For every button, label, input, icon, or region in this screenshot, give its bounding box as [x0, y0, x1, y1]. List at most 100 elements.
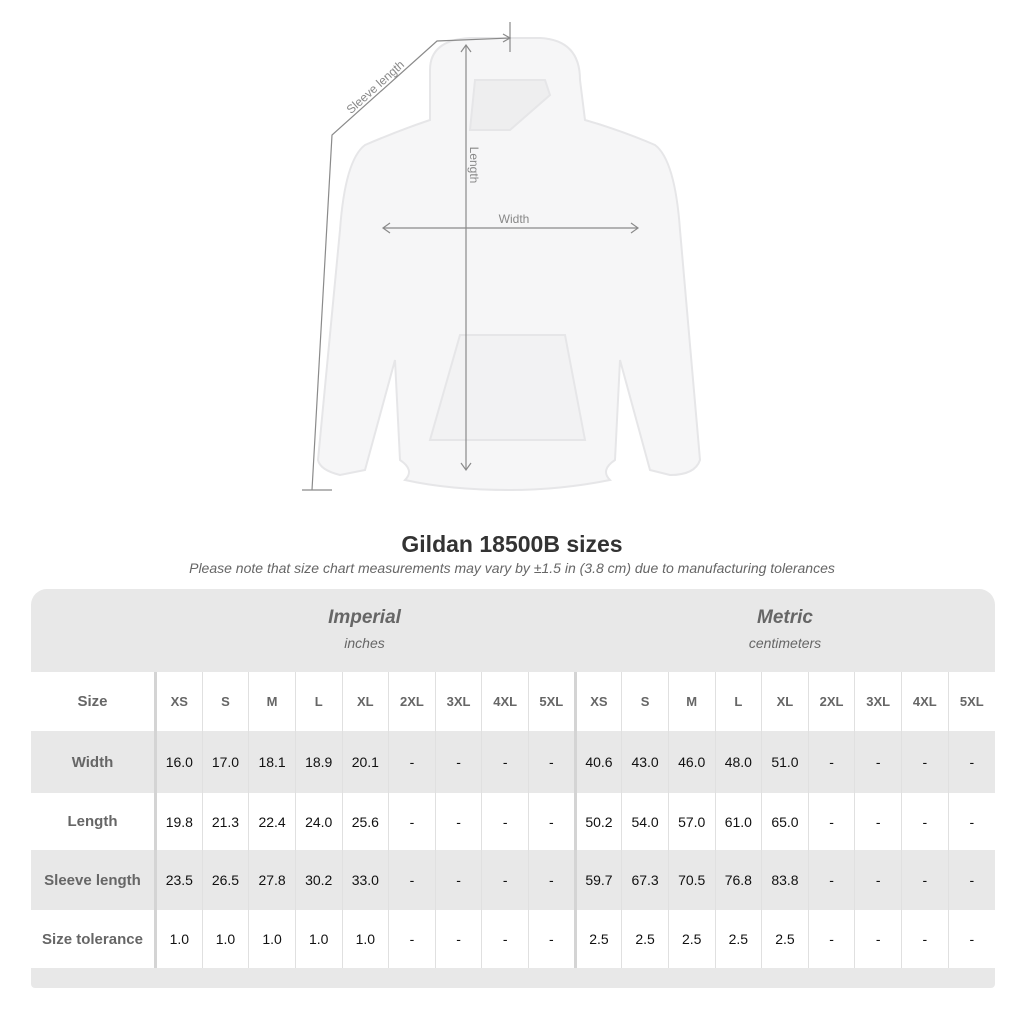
imperial-value: 18.9 — [294, 731, 342, 793]
imperial-value: 18.1 — [248, 731, 296, 793]
metric-value: - — [854, 731, 902, 793]
metric-value: - — [807, 910, 855, 968]
row-label: Length — [67, 813, 118, 830]
imperial-unit: inches — [344, 635, 385, 651]
imperial-size-header: XL — [341, 672, 389, 731]
metric-value: 43.0 — [621, 731, 669, 793]
row-label: Width — [71, 753, 114, 771]
metric-value: 51.0 — [761, 731, 809, 793]
imperial-value: - — [434, 731, 482, 793]
imperial-value: 1.0 — [201, 910, 249, 968]
imperial-value: 20.1 — [341, 731, 389, 793]
metric-value: 48.0 — [714, 731, 762, 793]
metric-value: 59.7 — [573, 850, 622, 910]
imperial-value: - — [481, 910, 529, 968]
metric-size-header: 2XL — [807, 672, 855, 731]
metric-value: 67.3 — [621, 850, 669, 910]
imperial-value: 16.0 — [154, 731, 203, 793]
sleeve-length-line — [311, 37, 511, 491]
imperial-size-header: 3XL — [434, 672, 482, 731]
imperial-size-header: 4XL — [481, 672, 529, 731]
table-row: Size tolerance 1.0 1.0 1.0 1.0 1.0- - - -2.5 2.5 2… — [31, 910, 995, 968]
metric-size-header: 3XL — [854, 672, 902, 731]
metric-value: - — [947, 910, 995, 968]
metric-header: Metric centimeters — [575, 589, 995, 672]
metric-size-header: 5XL — [947, 672, 995, 731]
imperial-value: - — [388, 910, 436, 968]
metric-size-header: XS — [573, 672, 622, 731]
length-label: Length — [467, 147, 481, 184]
imperial-value: - — [388, 731, 436, 793]
metric-size-header: XL — [761, 672, 809, 731]
metric-unit: centimeters — [748, 635, 822, 651]
imperial-value: 26.5 — [201, 850, 249, 910]
metric-size-header: S — [621, 672, 669, 731]
metric-size-header: M — [667, 672, 715, 731]
row-label: Size — [77, 693, 108, 710]
imperial-value: - — [528, 850, 576, 910]
metric-value: - — [854, 793, 902, 850]
imperial-value: - — [434, 793, 482, 850]
metric-value: 70.5 — [667, 850, 715, 910]
metric-value: 50.2 — [573, 793, 622, 850]
measure-lines — [302, 22, 640, 491]
width-label: Width — [499, 212, 530, 226]
metric-value: 83.8 — [761, 850, 809, 910]
imperial-size-header: S — [201, 672, 249, 731]
metric-value: 2.5 — [667, 910, 715, 968]
imperial-header: Imperial inches — [154, 589, 575, 672]
metric-size-header: 4XL — [901, 672, 949, 731]
imperial-value: - — [528, 910, 576, 968]
imperial-size-header: 2XL — [388, 672, 436, 731]
metric-value: 65.0 — [761, 793, 809, 850]
metric-value: - — [901, 793, 949, 850]
size-table: Imperial inches Metric centimeters Size X… — [31, 589, 995, 988]
table-row: Width 16.0 17.0 18.1 18.9 20.1- - - -40.6 43.0 46.… — [31, 731, 995, 793]
metric-value: 57.0 — [667, 793, 715, 850]
metric-value: 61.0 — [714, 793, 762, 850]
imperial-size-header: 5XL — [528, 672, 576, 731]
metric-value: 2.5 — [621, 910, 669, 968]
metric-value: 2.5 — [573, 910, 622, 968]
page-title: Gildan 18500B sizes — [401, 531, 623, 557]
tolerance-note: Please note that size chart measurements… — [189, 560, 835, 576]
imperial-value: - — [481, 731, 529, 793]
metric-value: - — [947, 850, 995, 910]
imperial-value: - — [388, 850, 436, 910]
imperial-value: - — [434, 850, 482, 910]
table-row: Length 19.8 21.3 22.4 24.0 25.6- - - -50.2 54.0 57… — [31, 793, 995, 850]
imperial-title: Imperial — [328, 607, 401, 628]
metric-value: - — [901, 910, 949, 968]
metric-value: - — [854, 850, 902, 910]
imperial-value: 22.4 — [248, 793, 296, 850]
metric-value: 76.8 — [714, 850, 762, 910]
imperial-value: - — [481, 793, 529, 850]
imperial-value: 33.0 — [341, 850, 389, 910]
metric-value: 54.0 — [621, 793, 669, 850]
row-label: Size tolerance — [42, 930, 143, 948]
imperial-value: 1.0 — [248, 910, 296, 968]
imperial-value: - — [528, 731, 576, 793]
imperial-value: 1.0 — [294, 910, 342, 968]
metric-value: 2.5 — [714, 910, 762, 968]
imperial-value: 1.0 — [154, 910, 203, 968]
imperial-size-header: M — [248, 672, 296, 731]
imperial-value: - — [481, 850, 529, 910]
metric-value: - — [807, 850, 855, 910]
metric-value: - — [901, 731, 949, 793]
metric-title: Metric — [757, 607, 813, 628]
hoodie-diagram: Sleeve length Length Width — [302, 22, 702, 492]
size-table-grid: Size XS S M L XL 2XL 3XL 4XL 5XL XS S M L XL 2XL 3XL 4XL 5… — [31, 672, 995, 968]
imperial-value: 30.2 — [294, 850, 342, 910]
metric-value: - — [947, 731, 995, 793]
metric-size-header: L — [714, 672, 762, 731]
imperial-value: 21.3 — [201, 793, 249, 850]
row-label: Sleeve length — [44, 871, 141, 889]
imperial-value: 1.0 — [341, 910, 389, 968]
imperial-value: - — [528, 793, 576, 850]
table-row: Sleeve length 23.5 26.5 27.8 30.2 33.0- - - -59.… — [31, 850, 995, 910]
hoodie-image — [316, 37, 702, 492]
metric-value: - — [807, 731, 855, 793]
imperial-value: 24.0 — [294, 793, 342, 850]
metric-value: 46.0 — [667, 731, 715, 793]
